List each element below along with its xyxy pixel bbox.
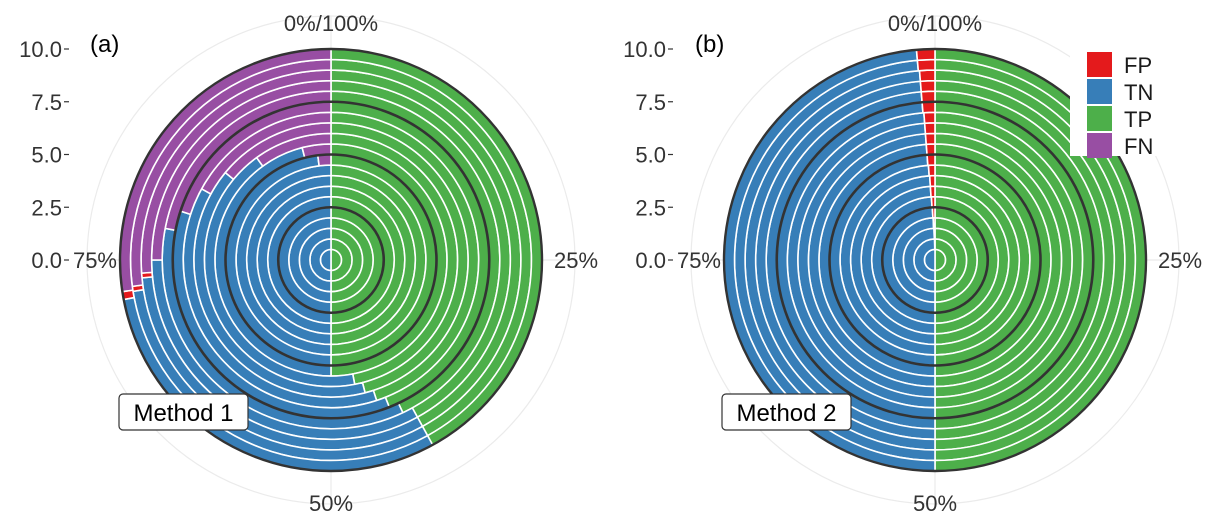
radial-tick-label: 10.0: [623, 37, 666, 62]
ring-segment-fp: [929, 185, 936, 198]
ring-segment-fp: [923, 111, 936, 125]
legend-key-tp: [1087, 106, 1112, 131]
angular-tick-label: 25%: [554, 248, 598, 273]
method-label: Method 1: [133, 400, 233, 427]
ring-segment-fp: [933, 227, 936, 240]
panel-tag: (a): [90, 31, 119, 58]
reference-circle: [775, 100, 1095, 420]
legend-label-tn: TN: [1124, 80, 1153, 105]
panel-tag: (b): [695, 31, 724, 58]
ring-segment-fp: [916, 58, 936, 72]
ring-segment-fp: [931, 206, 936, 219]
method-label-box: [721, 393, 852, 431]
angular-tick-label: 75%: [677, 248, 721, 273]
angular-tick-label: 75%: [73, 248, 117, 273]
legend-key-fp: [1087, 52, 1112, 77]
angular-tick-label: 50%: [309, 491, 353, 511]
reference-circle: [276, 205, 386, 315]
legend-label-fp: FP: [1124, 53, 1152, 78]
angular-tick-label: 25%: [1158, 248, 1202, 273]
angular-tick-label: 0%/100%: [284, 11, 378, 36]
radial-tick-label: 0.0: [635, 248, 666, 273]
reference-circle: [880, 205, 990, 315]
ring-segment-fp: [923, 122, 936, 135]
ring-segment-fp: [926, 153, 936, 167]
reference-circle: [171, 100, 491, 420]
radial-tick-label: 5.0: [635, 143, 666, 168]
radial-tick-label: 2.5: [31, 195, 62, 220]
ring-segment-fp: [930, 195, 936, 209]
ring-segment-fp: [919, 79, 936, 93]
radial-tick-label: 7.5: [31, 90, 62, 115]
legend-key-tn: [1087, 79, 1112, 104]
legend-key-fn: [1087, 133, 1112, 158]
ring-segment-fp: [918, 69, 936, 83]
reference-circle: [224, 153, 438, 367]
method-label-box: [118, 393, 249, 431]
legend-label-tp: TP: [1124, 107, 1152, 132]
ring-segment-fp: [927, 164, 936, 177]
angular-tick-label: 50%: [913, 491, 957, 511]
radial-tick-label: 0.0: [31, 248, 62, 273]
panel-b: 0.0 2.5 5.0 7.5 10.0 0%/100% 25% 50% 75% (b) Metho…: [623, 11, 1202, 511]
ring-segment-fp: [932, 217, 936, 230]
reference-circle: [722, 47, 1148, 473]
radial-tick-label: 10.0: [19, 37, 62, 62]
legend-label-fn: FN: [1124, 134, 1153, 159]
panel-a: 0.0 2.5 5.0 7.5 10.0 0%/100% 25% 50% 75% (a) Metho…: [19, 11, 598, 511]
method-label: Method 2: [736, 400, 836, 427]
reference-circle: [828, 153, 1042, 367]
angular-tick-label: 0%/100%: [888, 11, 982, 36]
radial-tick-label: 7.5: [635, 90, 666, 115]
legend: FP TN TP FN: [1070, 44, 1198, 159]
ring-segment-fp: [928, 174, 936, 188]
ring-segment-fp: [924, 132, 936, 146]
ring-segment-fp: [925, 143, 936, 156]
radial-tick-label: 5.0: [31, 143, 62, 168]
radial-tick-label: 2.5: [635, 195, 666, 220]
reference-circle: [118, 47, 544, 473]
